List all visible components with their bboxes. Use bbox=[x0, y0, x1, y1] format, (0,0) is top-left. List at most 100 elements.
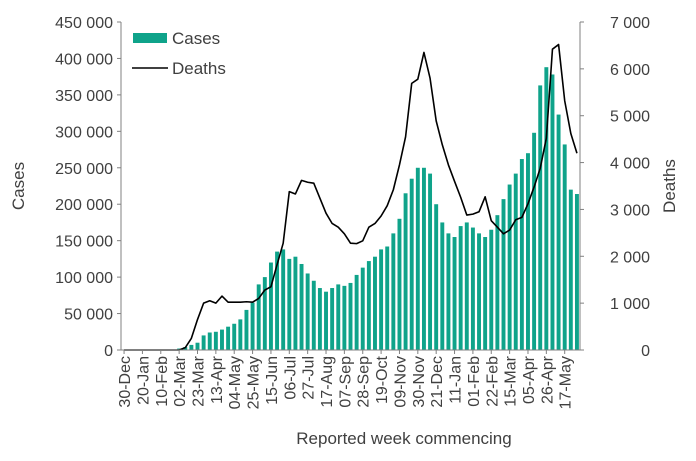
legend: Cases Deaths bbox=[132, 29, 226, 78]
x-tick-label: 15-Jun bbox=[264, 356, 281, 405]
left-tick-label: 100 000 bbox=[55, 270, 113, 287]
cases-bar bbox=[458, 226, 463, 350]
cases-bar bbox=[256, 284, 261, 350]
cases-bar bbox=[440, 222, 445, 350]
cases-bar bbox=[189, 344, 194, 350]
cases-bar bbox=[373, 256, 377, 350]
cases-bar bbox=[238, 319, 243, 350]
cases-bar bbox=[379, 249, 384, 350]
cases-bar bbox=[434, 204, 439, 350]
cases-bar bbox=[220, 329, 224, 350]
left-tick-label: 150 000 bbox=[55, 234, 113, 251]
left-tick-label: 400 000 bbox=[55, 51, 113, 68]
cases-bar bbox=[532, 132, 537, 350]
x-tick-label: 02-Mar bbox=[172, 355, 189, 406]
cases-bar bbox=[428, 173, 433, 350]
cases-bar bbox=[281, 249, 286, 350]
x-tick-label: 15-Mar bbox=[503, 355, 520, 406]
cases-bar bbox=[464, 222, 469, 350]
y-axis-title-left: Cases bbox=[9, 162, 28, 210]
right-tick-label: 6 000 bbox=[610, 62, 650, 79]
x-tick-label: 10-Feb bbox=[154, 356, 171, 407]
x-tick-label: 05-Apr bbox=[521, 355, 538, 404]
cases-bar bbox=[562, 144, 567, 350]
right-tick-label: 0 bbox=[641, 343, 650, 360]
x-tick-label: 09-Nov bbox=[392, 356, 409, 408]
cases-bar bbox=[311, 280, 316, 350]
cases-bar bbox=[574, 194, 579, 350]
cases-bar bbox=[495, 215, 500, 350]
cases-bar bbox=[385, 246, 390, 350]
cases-bar bbox=[330, 288, 335, 350]
cases-bar bbox=[556, 114, 561, 350]
left-tick-label: 250 000 bbox=[55, 161, 113, 178]
cases-bar bbox=[299, 263, 304, 350]
x-tick-label: 17-Aug bbox=[319, 356, 336, 408]
cases-bar bbox=[213, 331, 218, 350]
cases-bar bbox=[489, 229, 494, 350]
x-tick-label: 26-Apr bbox=[539, 355, 556, 404]
cases-bar bbox=[305, 273, 310, 350]
x-tick-label: 28-Sep bbox=[356, 356, 373, 408]
cases-bar bbox=[452, 237, 457, 350]
x-tick-label: 22-Feb bbox=[484, 356, 501, 407]
x-tick-label: 30-Dec bbox=[117, 356, 134, 408]
cases-bar bbox=[501, 199, 506, 350]
x-tick-label: 27-Jul bbox=[301, 356, 318, 400]
left-tick-label: 350 000 bbox=[55, 88, 113, 105]
cases-bar bbox=[538, 85, 543, 350]
left-tick-label: 450 000 bbox=[55, 15, 113, 32]
cases-bar bbox=[507, 184, 512, 350]
x-axis-title: Reported week commencing bbox=[296, 429, 511, 448]
x-tick-label: 25-May bbox=[246, 356, 263, 409]
cases-bar bbox=[403, 193, 408, 350]
cases-bar bbox=[391, 233, 396, 350]
cases-bar bbox=[568, 189, 573, 350]
x-tick-label: 07-Sep bbox=[337, 356, 354, 408]
right-tick-label: 2 000 bbox=[610, 249, 650, 266]
x-tick-label: 20-Jan bbox=[135, 356, 152, 405]
x-tick-label: 19-Oct bbox=[374, 355, 391, 404]
x-tick-label: 04-May bbox=[227, 356, 244, 409]
cases-bar bbox=[348, 282, 353, 350]
left-tick-label: 300 000 bbox=[55, 124, 113, 141]
cases-bar bbox=[262, 277, 267, 350]
x-tick-label: 17-May bbox=[558, 356, 575, 409]
cases-bar bbox=[483, 237, 488, 350]
left-tick-label: 200 000 bbox=[55, 197, 113, 214]
x-tick-label: 01-Feb bbox=[466, 356, 483, 407]
cases-bar bbox=[195, 342, 200, 350]
cases-bar bbox=[477, 233, 481, 350]
right-tick-label: 5 000 bbox=[610, 109, 650, 126]
right-tick-label: 4 000 bbox=[610, 156, 650, 173]
cases-bar bbox=[397, 218, 402, 350]
cases-bar bbox=[293, 256, 298, 350]
cases-bar bbox=[354, 274, 359, 350]
cases-bar bbox=[342, 285, 347, 350]
deaths-line bbox=[124, 43, 578, 351]
cases-bar bbox=[470, 227, 475, 350]
y-axis-title-right: Deaths bbox=[660, 159, 679, 213]
cases-bar bbox=[360, 267, 365, 350]
cases-bar bbox=[207, 332, 212, 350]
left-axis-ticks: 0 50 000 100 000 150 000 200 000 250 000 300 0… bbox=[55, 15, 121, 360]
right-tick-label: 3 000 bbox=[610, 202, 650, 219]
cases-bar bbox=[201, 335, 206, 350]
cases-bar bbox=[287, 258, 292, 350]
cases-bar bbox=[275, 251, 280, 350]
cases-bar bbox=[183, 347, 188, 350]
cases-bar bbox=[513, 173, 518, 350]
cases-bar bbox=[519, 159, 524, 350]
cases-bar bbox=[366, 261, 371, 350]
x-axis-ticks: 30-Dec 20-Jan 10-Feb 02-Mar 23-Mar 13-Apr 04-M… bbox=[117, 350, 575, 409]
cases-bar bbox=[244, 309, 249, 350]
legend-swatch-cases bbox=[133, 33, 167, 43]
right-tick-label: 1 000 bbox=[610, 296, 650, 313]
cases-bar bbox=[544, 67, 549, 350]
x-tick-label: 06-Jul bbox=[282, 356, 299, 400]
x-tick-label: 23-Mar bbox=[191, 355, 208, 406]
legend-label-deaths: Deaths bbox=[172, 59, 226, 78]
cases-bar bbox=[526, 153, 530, 350]
cases-bar bbox=[421, 167, 426, 350]
